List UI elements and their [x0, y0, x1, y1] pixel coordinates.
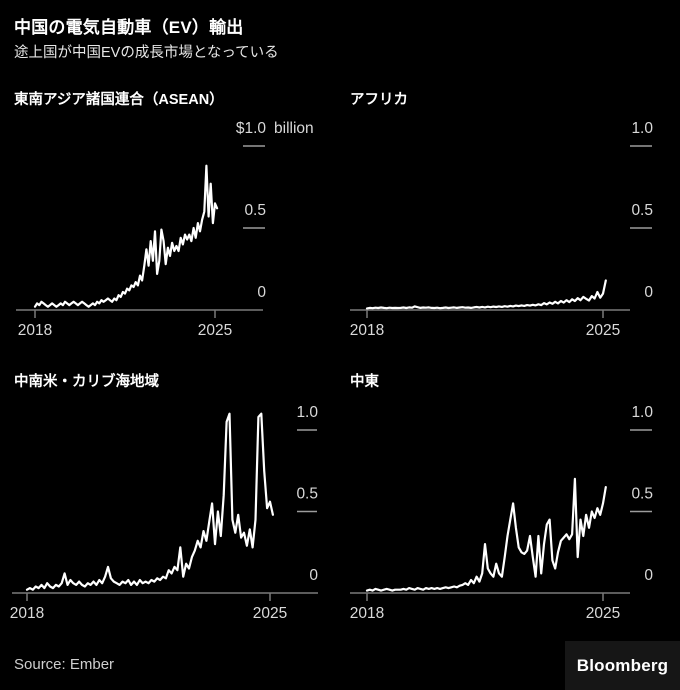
y-tick-label-asean-0.5: 0.5: [244, 202, 266, 219]
y-tick-label-africa-0: 0: [644, 284, 653, 301]
series-line-middle-east: [365, 477, 607, 592]
x-tick-label-latam-caribbean-2018: 2018: [10, 605, 44, 622]
y-tick-label-africa-0.5: 0.5: [631, 202, 653, 219]
series-line-latam-caribbean: [25, 412, 274, 591]
x-tick-label-middle-east-2025: 2025: [586, 605, 620, 622]
y-tick-label-latam-caribbean-1: 1.0: [296, 404, 318, 421]
y-axis-unit-label-asean: billion: [274, 120, 314, 137]
chart-title-asean: 東南アジア諸国連合（ASEAN）: [14, 92, 224, 108]
x-tick-label-latam-caribbean-2025: 2025: [253, 605, 287, 622]
bloomberg-logo: Bloomberg: [565, 641, 680, 690]
x-tick-label-africa-2025: 2025: [586, 322, 620, 339]
series-line-africa: [365, 279, 607, 310]
x-tick-label-asean-2018: 2018: [18, 322, 52, 339]
y-tick-label-middle-east-1: 1.0: [631, 404, 653, 421]
chart-title-latam-caribbean: 中南米・カリブ海地域: [14, 374, 159, 390]
source-note: Source: Ember: [14, 656, 115, 673]
y-tick-label-middle-east-0.5: 0.5: [631, 486, 653, 503]
y-tick-label-asean-0: 0: [257, 284, 266, 301]
chart-asean: 2018 2025 $1.0 billion 0.5 0: [16, 120, 314, 339]
y-tick-label-africa-1: 1.0: [631, 120, 653, 137]
page-subtitle: 途上国が中国EVの成長市場となっている: [14, 45, 279, 61]
chart-title-africa: アフリカ: [350, 92, 408, 108]
y-tick-label-middle-east-0: 0: [644, 567, 653, 584]
page-title: 中国の電気自動車（EV）輸出: [14, 18, 244, 37]
chart-africa: 2018 2025 1.0 0.5 0: [350, 120, 654, 339]
x-tick-label-africa-2018: 2018: [350, 322, 384, 339]
y-tick-label-latam-caribbean-0.5: 0.5: [296, 486, 318, 503]
y-tick-label-asean-1: $1.0: [236, 120, 267, 137]
series-line-asean: [33, 164, 219, 308]
chart-latam-caribbean: 2018 2025 1.0 0.5 0: [10, 404, 319, 622]
x-tick-label-middle-east-2018: 2018: [350, 605, 384, 622]
chart-title-middle-east: 中東: [350, 374, 379, 390]
x-tick-label-asean-2025: 2025: [198, 322, 232, 339]
y-tick-label-latam-caribbean-0: 0: [309, 567, 318, 584]
bloomberg-logo-text: Bloomberg: [576, 655, 669, 675]
chart-middle-east: 2018 2025 1.0 0.5 0: [350, 404, 654, 622]
